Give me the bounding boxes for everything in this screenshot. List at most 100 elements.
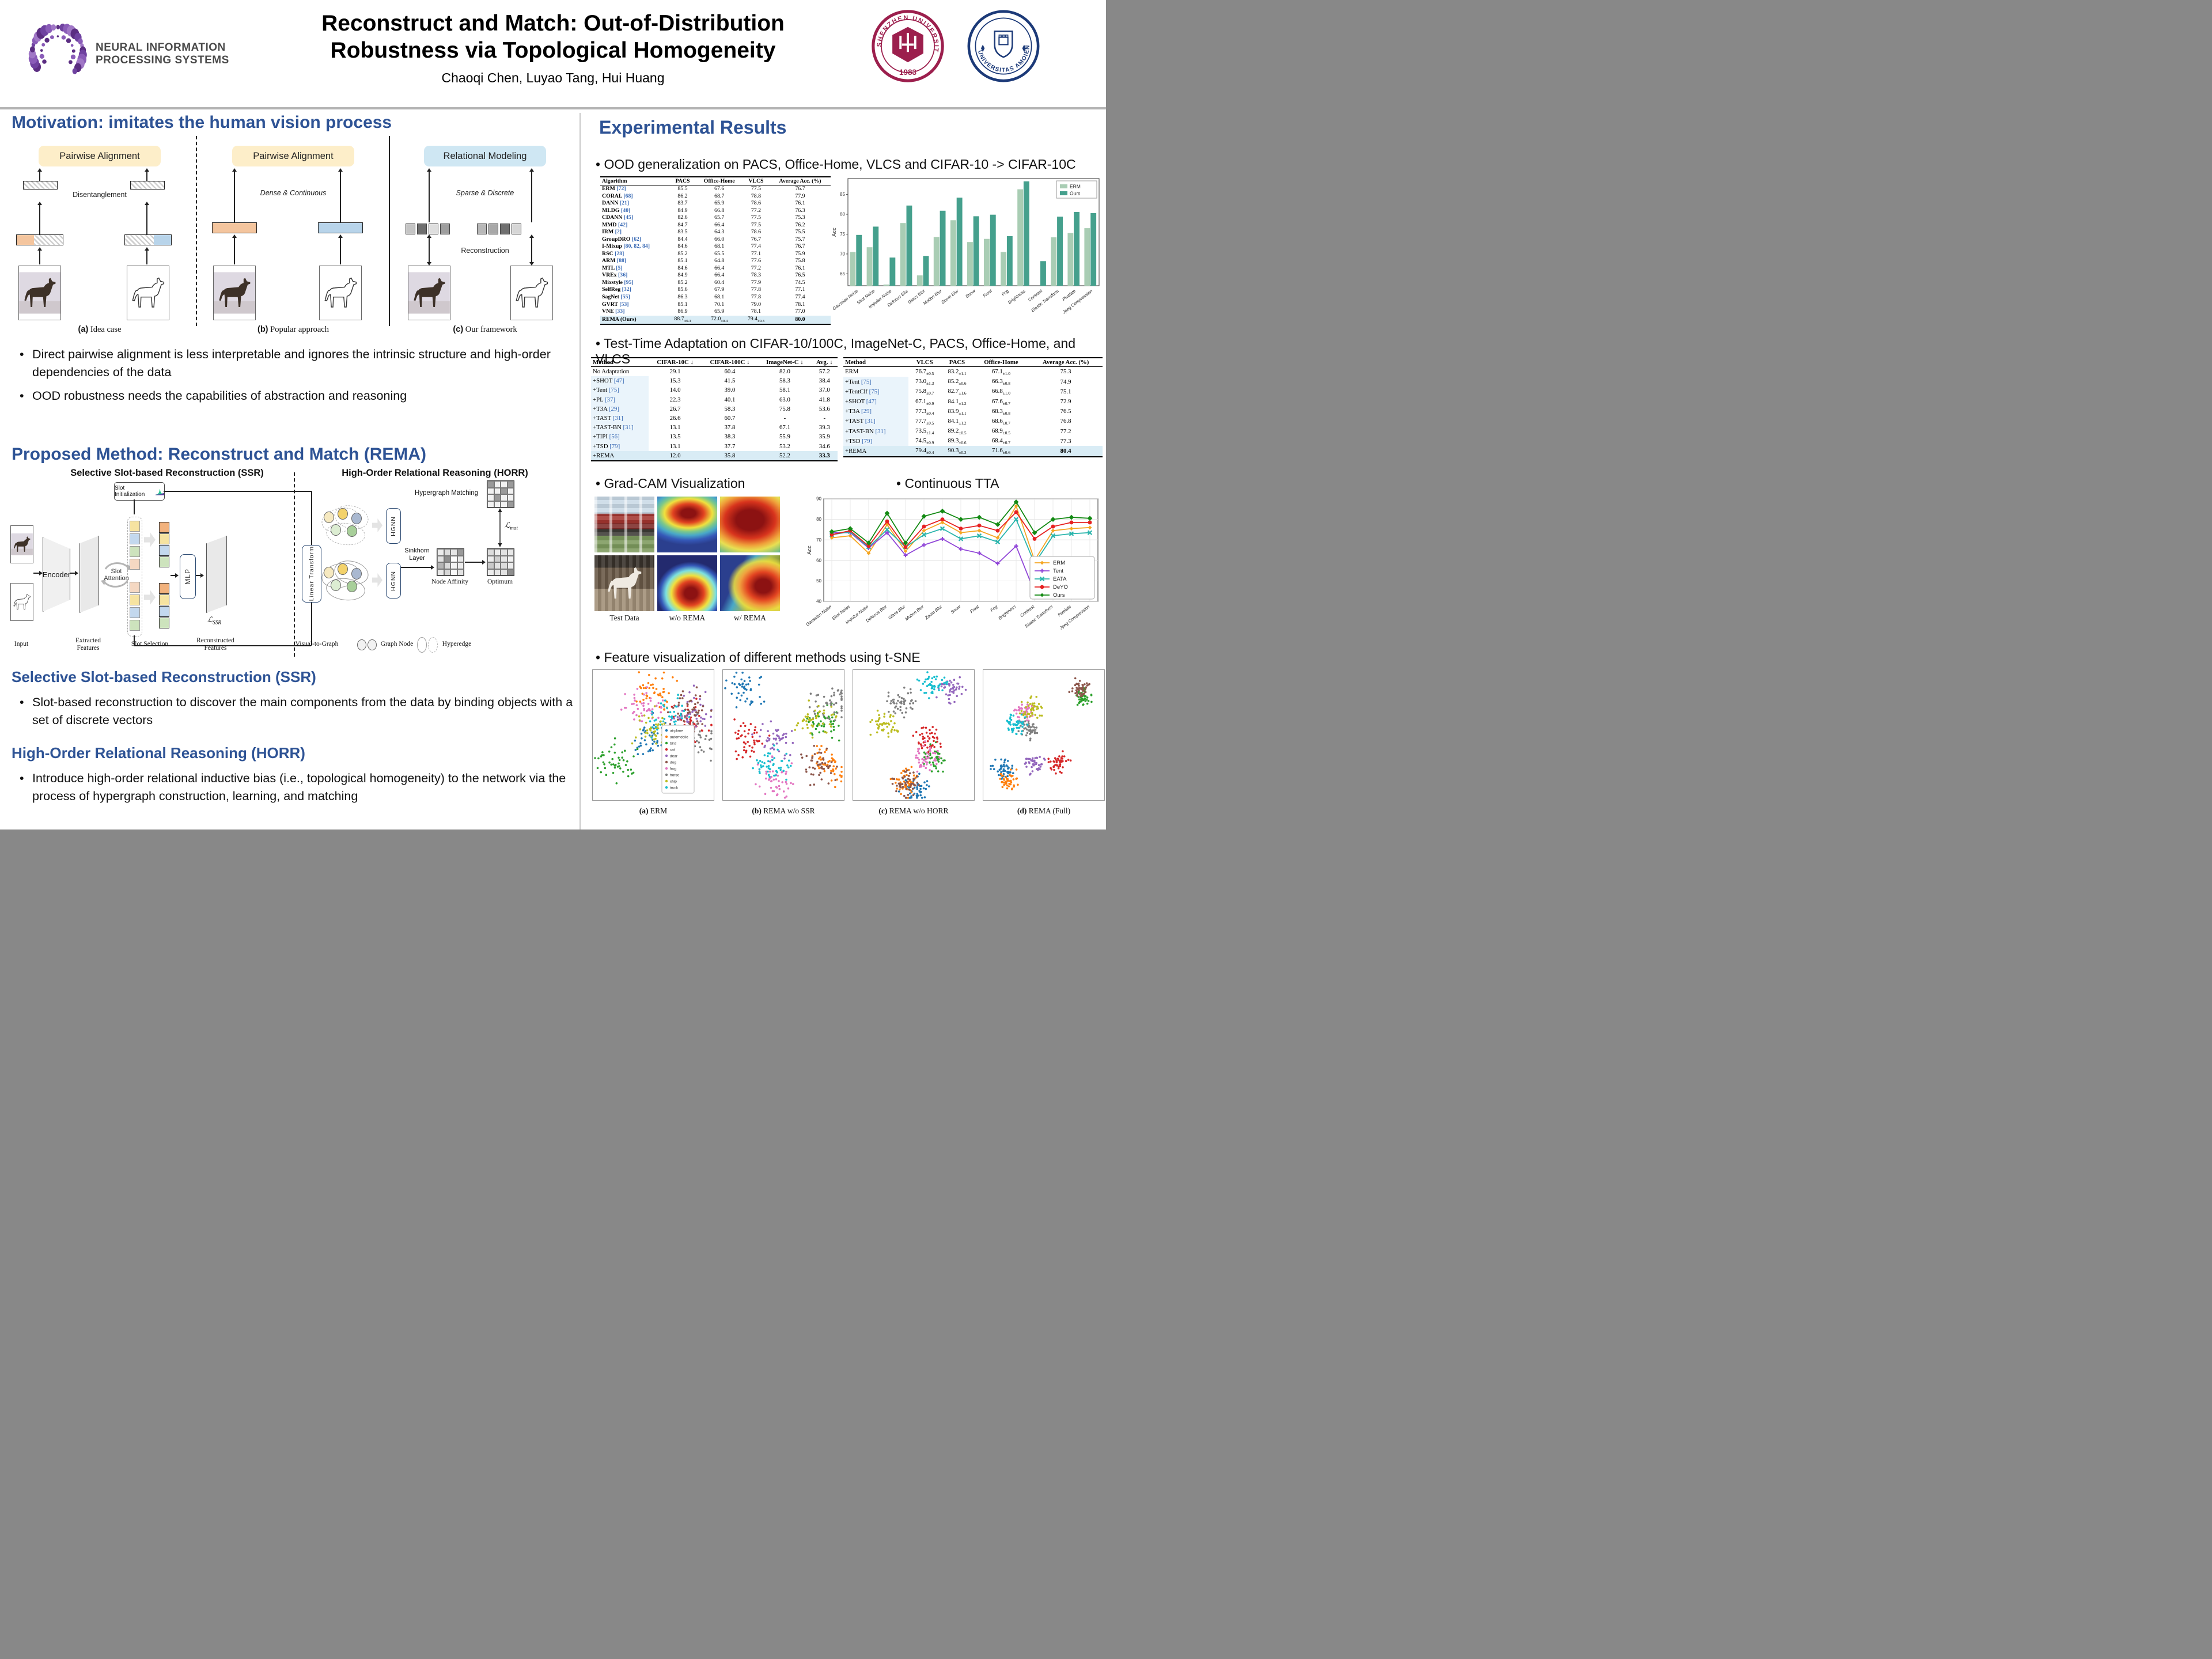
- tta-table-cifar: Method CIFAR-10C ↓ CIFAR-100C ↓ ImageNet-C …: [591, 357, 838, 461]
- svg-text:80: 80: [816, 517, 821, 522]
- svg-text:90: 90: [816, 497, 821, 502]
- svg-text:EATA: EATA: [1053, 576, 1067, 582]
- svg-text:Gaussian Noise: Gaussian Noise: [805, 604, 832, 627]
- hypergraph-matching-matrix: [487, 480, 514, 508]
- svg-text:1983: 1983: [899, 68, 916, 77]
- hypergraph-matching-label: Hypergraph Matching: [415, 490, 478, 497]
- hyperedge-icon-dashed: [428, 637, 438, 653]
- caption-a: (a) Idea case: [78, 325, 122, 334]
- poster-title: Reconstruct and Match: Out-of-Distributi…: [321, 11, 785, 63]
- svg-text:airplane: airplane: [670, 729, 684, 733]
- gradcam-test-truck: [594, 497, 654, 552]
- optimum-label: Optimum: [487, 578, 513, 585]
- table-row: +REMA 79.4±0.4 90.3±0.3 71.6±0.6 80.4: [843, 446, 1103, 457]
- svg-text:Contrast: Contrast: [1019, 604, 1036, 618]
- table-row: CDANN [45] 82.6 65.7 77.5 75.3: [602, 214, 805, 221]
- svg-text:65: 65: [840, 271, 845, 276]
- horse-sketch: [127, 266, 169, 320]
- tsne-panel: (b) REMA w/o SSR: [722, 669, 844, 816]
- table-row: GVRT [53] 85.1 70.1 79.0 78.1: [602, 301, 805, 308]
- graph-node-icon: [357, 639, 366, 650]
- gaussian-peak-icon: [155, 489, 164, 495]
- pairwise-alignment-box: Pairwise Alignment: [39, 146, 161, 166]
- tta-table1-container: Method CIFAR-10C ↓ CIFAR-100C ↓ ImageNet-C …: [591, 357, 838, 461]
- horse-sketch-2: [319, 266, 362, 320]
- table-row: +PL [37] 22.3 40.1 63.0 41.8: [591, 395, 838, 404]
- disentanglement-label: Disentanglement: [73, 191, 127, 199]
- node-affinity-label: Node Affinity: [431, 578, 468, 585]
- table-row: +TSD [79] 13.1 37.7 53.2 34.6: [591, 441, 838, 451]
- tsne-panel: (d) REMA (Full): [983, 669, 1105, 816]
- table-row: +SHOT [47] 67.1±0.9 84.1±1.2 67.6±0.7 72.9: [843, 396, 1103, 407]
- caption-c: (c) Our framework: [453, 325, 517, 334]
- label-graph-node: Graph Node: [380, 641, 414, 647]
- gradcam-panel: Test Data w/o REMA w/ REMA: [594, 497, 785, 623]
- tta-table-domains: Method VLCS PACS Office-Home Average Acc. (%…: [843, 357, 1103, 457]
- gradcam-label-w-rema: w/ REMA: [734, 613, 766, 622]
- reconstruction-label: Reconstruction: [461, 247, 509, 255]
- xiamen-university-seal: UNIVERSITAS AMOIENSIS: [967, 9, 1040, 82]
- horse-photo: [18, 266, 61, 320]
- neurips-logo-line1: NEURAL INFORMATION: [96, 41, 226, 54]
- table-header-row: Method CIFAR-10C ↓ CIFAR-100C ↓ ImageNet-C …: [591, 357, 838, 367]
- feature-bar-mixed-2: [124, 234, 172, 245]
- ood-table: Algorithm PACS Office-Home VLCS Average Acc.…: [600, 176, 831, 325]
- svg-text:Ours: Ours: [1070, 191, 1080, 196]
- table-row: MMD [42] 84.7 66.4 77.5 76.2: [602, 221, 805, 228]
- svg-text:Pixelate: Pixelate: [1056, 604, 1072, 618]
- caption-b: (b) Popular approach: [257, 325, 329, 334]
- table-row: MLDG [40] 84.9 66.8 77.2 76.3: [602, 207, 805, 214]
- table-row: VNE [33] 86.9 65.9 78.1 77.0: [602, 308, 805, 315]
- gradcam-truck-w-rema: [720, 497, 780, 552]
- motivation-diagram: Pairwise Alignment Disentanglement (a) I…: [6, 131, 577, 340]
- svg-text:Jpeg Compression: Jpeg Compression: [1061, 288, 1093, 315]
- panel-popular-approach: Pairwise Alignment Dense & Continuous (b…: [200, 131, 386, 340]
- table-row: ERM 76.7±0.5 83.2±1.1 67.1±1.0 75.3: [845, 368, 1071, 377]
- label-input: Input: [14, 641, 29, 647]
- svg-text:Frost: Frost: [969, 604, 980, 614]
- horr-section-title: High-Order Relational Reasoning (HORR): [12, 744, 305, 762]
- ssr-section-title: Selective Slot-based Reconstruction (SSR…: [12, 668, 316, 685]
- neurips-logo-line2: PROCESSING SYSTEMS: [96, 54, 229, 66]
- table-row: RSC [28] 85.2 65.5 77.1 75.9: [602, 250, 805, 257]
- header-divider: [0, 107, 1106, 109]
- gradcam-horse-w-rema: [720, 555, 780, 611]
- encoder-label: Encoder: [42, 570, 71, 579]
- input-photo: [10, 525, 33, 563]
- table-row: ARM [88] 85.1 64.8 77.6 75.8: [602, 257, 805, 264]
- authors: Chaoqi Chen, Luyao Tang, Hui Huang: [441, 70, 665, 85]
- slot-column: [127, 517, 142, 637]
- lmat-arrow: [498, 508, 502, 547]
- table-row: +TAST-BN [31] 13.1 37.8 67.1 39.3: [591, 423, 838, 433]
- horse-sketch-3: [510, 266, 553, 320]
- svg-text:70: 70: [816, 537, 821, 543]
- gradcam-truck-wo-rema: [657, 497, 717, 552]
- svg-text:80: 80: [840, 212, 845, 217]
- table-row: Mixstyle [95] 85.2 60.4 77.9 74.5: [602, 279, 805, 286]
- svg-text:Slot: Slot: [111, 568, 122, 575]
- tsne-panels: airplane automobile bird cat dear dog frog hors…: [592, 669, 1105, 816]
- tsne-caption: (d) REMA (Full): [1017, 806, 1071, 815]
- tsne-panel: airplane automobile bird cat dear dog frog hors…: [592, 669, 714, 816]
- table-row: +TentClf [75] 75.8±0.7 82.7±1.6 66.8±1.0 75.…: [843, 387, 1103, 397]
- svg-text:automobile: automobile: [670, 736, 688, 740]
- sinkhorn-label: Sinkhorn Layer: [404, 547, 430, 562]
- tta-table2-container: Method VLCS PACS Office-Home Average Acc. (%…: [843, 357, 1103, 457]
- label-visual-to-graph: Visual-to-Graph: [295, 641, 339, 647]
- hgnn-box-2: HGNN: [386, 563, 401, 599]
- panel-our-framework: Relational Modeling Sparse & Discrete Re…: [393, 131, 577, 340]
- mlp-box: MLP: [180, 554, 196, 599]
- svg-text:Snow: Snow: [950, 604, 962, 615]
- svg-text:Acc: Acc: [831, 228, 838, 237]
- table-row: +REMA 12.0 35.8 52.2 33.3: [591, 450, 838, 461]
- panel-divider-dashed: [196, 136, 197, 326]
- tsne-scatter: airplane automobile bird cat dear dog frog hors…: [592, 669, 714, 801]
- label-slot-selection: Slot Selection: [131, 641, 169, 647]
- ood-table-container: Algorithm PACS Office-Home VLCS Average Acc.…: [600, 176, 831, 325]
- ssr-diagram-title: Selective Slot-based Reconstruction (SSR…: [70, 468, 264, 478]
- svg-text:frog: frog: [670, 767, 677, 771]
- bullet-item: Introduce high-order relational inductiv…: [20, 770, 579, 805]
- svg-text:75: 75: [840, 232, 845, 237]
